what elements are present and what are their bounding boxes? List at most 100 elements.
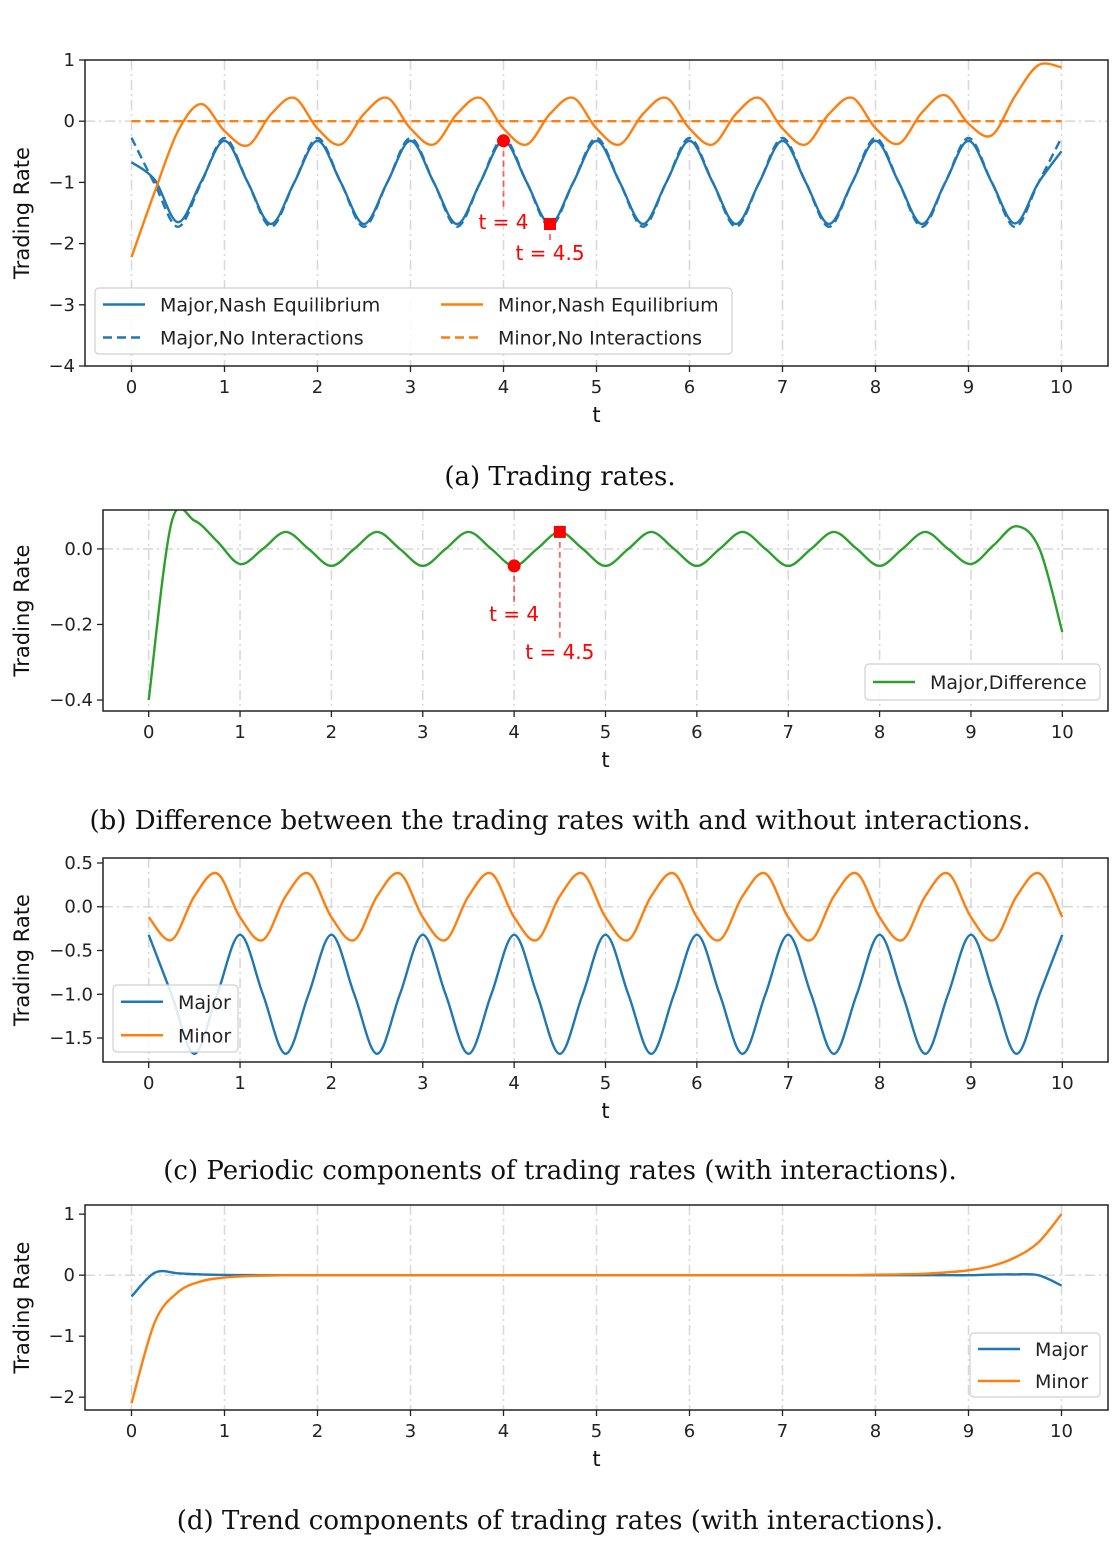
legend-label: Major,Difference — [930, 672, 1087, 694]
x-tick-label: 7 — [777, 377, 788, 398]
series-line-minor — [130, 1213, 1063, 1404]
legend-label: Major — [1035, 1339, 1088, 1361]
x-tick-label: 6 — [684, 1421, 695, 1442]
x-tick-label: 10 — [1050, 377, 1073, 398]
x-axis-label: t — [592, 1447, 600, 1471]
x-axis-label: t — [601, 748, 609, 772]
y-tick-label: −1 — [48, 1326, 75, 1347]
x-tick-label: 8 — [870, 377, 881, 398]
y-tick-label: −0.2 — [49, 614, 93, 635]
legend: Major Minor — [112, 984, 239, 1053]
x-tick-label: 3 — [417, 1073, 428, 1094]
legend-label: Major,No Interactions — [160, 328, 364, 350]
x-tick-label: 0 — [143, 1073, 154, 1094]
y-tick-label: 0.5 — [64, 853, 93, 874]
x-tick-label: 8 — [874, 722, 885, 743]
y-tick-label: −2 — [48, 1387, 75, 1408]
y-tick-label: −1.0 — [49, 984, 93, 1005]
x-tick-label: 4 — [508, 1073, 519, 1094]
x-tick-label: 7 — [783, 1073, 794, 1094]
x-tick-label: 5 — [600, 1073, 611, 1094]
y-tick-label: −4 — [48, 356, 75, 377]
x-tick-label: 0 — [126, 1421, 137, 1442]
x-tick-label: 10 — [1051, 722, 1074, 743]
x-tick-label: 5 — [591, 1421, 602, 1442]
x-tick-label: 0 — [126, 377, 137, 398]
y-tick-label: −0.4 — [49, 690, 93, 711]
annotation-marker-square — [553, 525, 566, 538]
x-tick-label: 1 — [219, 377, 230, 398]
y-axis-label: Trading Rate — [10, 1242, 34, 1375]
x-tick-label: 1 — [234, 722, 245, 743]
x-tick-label: 0 — [143, 722, 154, 743]
x-tick-label: 10 — [1050, 1421, 1073, 1442]
y-tick-label: 0.0 — [64, 539, 93, 560]
caption: (c) Periodic components of trading rates… — [163, 1156, 956, 1186]
x-tick-label: 2 — [326, 722, 337, 743]
panel-b: t = 4 t = 4.5 0 1 2 3 4 5 6 7 8 9 10 0.0 −0.2 −0.4 t Trad… — [10, 509, 1109, 836]
legend-box — [94, 287, 733, 355]
series-line-minor-nash-equilibrium — [130, 62, 1062, 258]
x-tick-label: 9 — [965, 1073, 976, 1094]
x-tick-label: 7 — [777, 1421, 788, 1442]
y-axis-label: Trading Rate — [10, 147, 34, 280]
x-axis-label: t — [601, 1099, 609, 1123]
x-tick-label: 6 — [691, 722, 702, 743]
x-tick-label: 3 — [405, 377, 416, 398]
x-tick-label: 3 — [417, 722, 428, 743]
y-tick-label: 1 — [64, 1204, 75, 1225]
legend-label: Major — [178, 992, 231, 1014]
x-tick-label: 1 — [219, 1421, 230, 1442]
y-tick-label: 0 — [64, 1265, 75, 1286]
annotation-label: t = 4.5 — [515, 241, 584, 265]
caption: (d) Trend components of trading rates (w… — [177, 1506, 943, 1536]
legend: Major,Nash Equilibrium Major,No Interacti… — [94, 287, 733, 355]
x-tick-label: 7 — [783, 722, 794, 743]
legend: Major,Difference — [864, 663, 1101, 701]
x-tick-label: 1 — [234, 1073, 245, 1094]
legend-label: Minor,No Interactions — [498, 328, 702, 350]
x-tick-label: 8 — [870, 1421, 881, 1442]
x-axis-label: t — [592, 403, 600, 427]
x-tick-label: 2 — [312, 1421, 323, 1442]
x-tick-label: 2 — [326, 1073, 337, 1094]
x-tick-label: 5 — [600, 722, 611, 743]
series-line-major-difference — [147, 510, 1064, 701]
panel-c: 0 1 2 3 4 5 6 7 8 9 10 0.5 0.0 −0.5 −1.0 −1.5 t Trading R… — [10, 853, 1109, 1186]
y-tick-label: −0.5 — [49, 941, 93, 962]
annotation-marker-square — [544, 218, 556, 231]
legend-label: Minor,Nash Equilibrium — [498, 295, 719, 317]
annotation-label: t = 4.5 — [525, 640, 594, 664]
legend-box — [864, 663, 1101, 701]
annotation-marker-circle — [497, 134, 510, 148]
x-tick-label: 2 — [312, 377, 323, 398]
annotation-label: t = 4 — [478, 210, 528, 234]
series-line-major — [147, 933, 1064, 1056]
x-tick-label: 6 — [684, 377, 695, 398]
y-tick-label: −2 — [48, 234, 75, 255]
x-tick-label: 9 — [963, 377, 974, 398]
annotation-label: t = 4 — [489, 602, 539, 626]
x-tick-label: 9 — [963, 1421, 974, 1442]
series-line-minor — [147, 871, 1064, 942]
x-tick-label: 6 — [691, 1073, 702, 1094]
y-tick-label: 0 — [64, 111, 75, 132]
y-axis-label: Trading Rate — [10, 894, 34, 1027]
panel-a: t = 4t = 4.50 1 2 3 4 5 6 7 8 9 1010−1−2−3−4tTradi… — [10, 50, 1109, 492]
x-tick-label: 8 — [874, 1073, 885, 1094]
x-tick-label: 4 — [498, 1421, 509, 1442]
x-tick-label: 4 — [508, 722, 519, 743]
legend-label: Minor — [1035, 1371, 1088, 1393]
x-tick-label: 10 — [1051, 1073, 1074, 1094]
y-tick-label: 1 — [64, 50, 75, 71]
y-tick-label: −1.5 — [49, 1028, 93, 1049]
legend-label: Major,Nash Equilibrium — [160, 295, 380, 317]
annotation-marker-circle — [507, 559, 521, 573]
x-tick-label: 9 — [965, 722, 976, 743]
caption: (b) Difference between the trading rates… — [90, 806, 1031, 836]
x-tick-label: 3 — [405, 1421, 416, 1442]
x-tick-label: 5 — [591, 377, 602, 398]
y-axis-label: Trading Rate — [10, 545, 34, 678]
x-tick-label: 4 — [498, 377, 509, 398]
